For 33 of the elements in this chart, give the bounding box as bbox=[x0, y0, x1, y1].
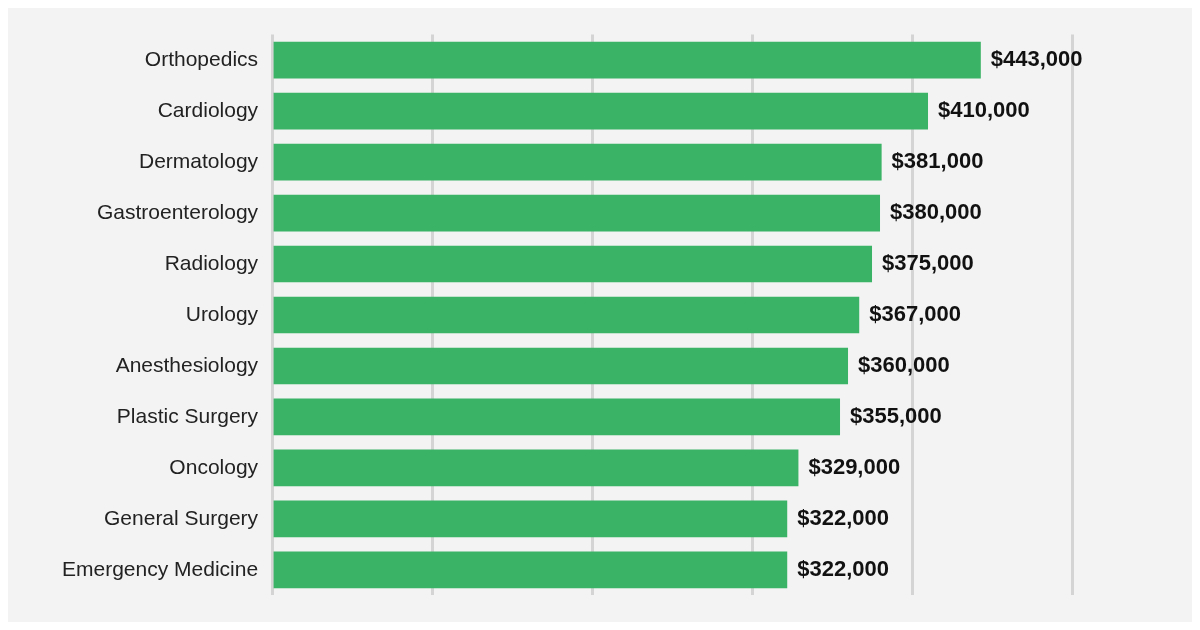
data-label: $322,000 bbox=[797, 504, 889, 530]
bar bbox=[273, 41, 981, 79]
data-label: $375,000 bbox=[882, 250, 974, 276]
bar bbox=[273, 296, 860, 334]
bar bbox=[273, 194, 881, 232]
data-label: $360,000 bbox=[858, 352, 950, 378]
y-tick-label: Anesthesiology bbox=[115, 352, 259, 376]
bar bbox=[273, 551, 788, 589]
bar bbox=[273, 500, 788, 538]
data-label: $367,000 bbox=[869, 301, 961, 327]
data-label: $355,000 bbox=[850, 403, 942, 429]
data-label: $381,000 bbox=[891, 148, 984, 174]
bar bbox=[273, 347, 849, 385]
y-tick-label: Plastic Surgery bbox=[116, 403, 259, 427]
y-tick-label: Radiology bbox=[164, 250, 259, 274]
bar bbox=[273, 398, 841, 436]
data-label: $380,000 bbox=[890, 199, 982, 225]
y-tick-label: General Surgery bbox=[104, 505, 259, 529]
y-tick-label: Cardiology bbox=[157, 97, 259, 121]
bar bbox=[273, 449, 799, 487]
bar bbox=[273, 92, 929, 130]
y-tick-label: Emergency Medicine bbox=[61, 556, 259, 580]
data-label: $322,000 bbox=[797, 555, 889, 581]
data-label: $443,000 bbox=[990, 46, 1083, 72]
y-tick-label: Urology bbox=[185, 301, 259, 325]
data-label: $329,000 bbox=[808, 454, 901, 480]
bar bbox=[273, 143, 882, 181]
bar bbox=[273, 245, 873, 283]
y-tick-label: Dermatology bbox=[139, 148, 259, 172]
y-tick-label: Orthopedics bbox=[144, 46, 259, 70]
data-label: $410,000 bbox=[938, 97, 1030, 123]
y-tick-label: Gastroenterology bbox=[96, 199, 259, 223]
y-tick-label: Oncology bbox=[169, 454, 259, 478]
